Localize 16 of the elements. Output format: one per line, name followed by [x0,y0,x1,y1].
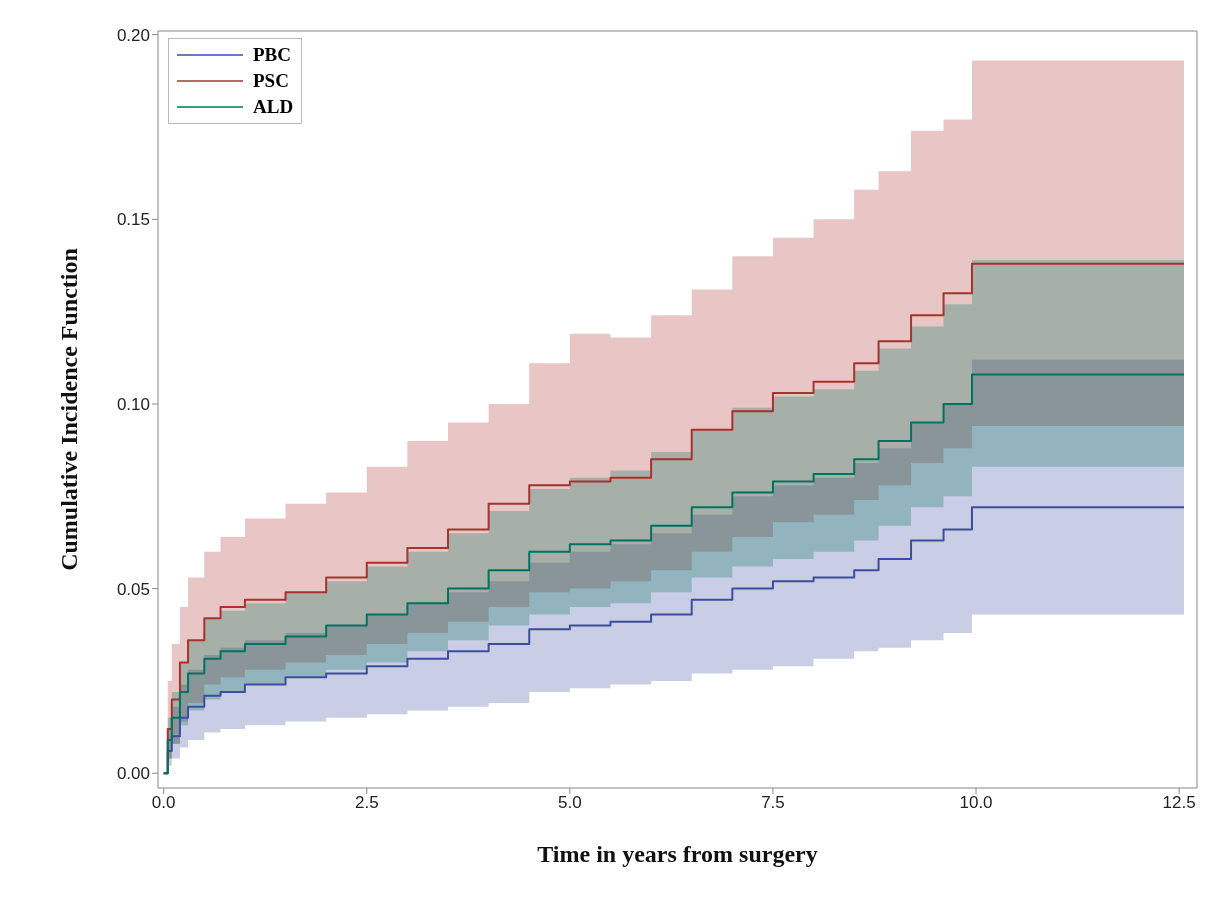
x-tick-label: 0.0 [151,793,176,813]
y-tick-label: 0.00 [116,764,150,784]
y-tick-label: 0.10 [116,395,150,414]
legend-label: PBC [253,44,291,66]
y-axis-title: Cumulative Incidence Function [55,248,82,571]
x-tick-label: 2.5 [354,793,379,813]
x-tick-label: 7.5 [761,793,785,813]
y-tick-label: 0.20 [116,25,150,45]
x-axis-title: Time in years from surgery [537,841,818,867]
y-tick-label: 0.15 [116,210,150,230]
x-tick-label: 5.0 [558,793,582,813]
y-tick-label: 0.05 [116,579,150,599]
legend-label: PSC [253,70,289,92]
x-tick-label: 10.0 [959,793,993,813]
legend-label: ALD [253,96,294,118]
x-tick-label: 12.5 [1162,793,1196,813]
